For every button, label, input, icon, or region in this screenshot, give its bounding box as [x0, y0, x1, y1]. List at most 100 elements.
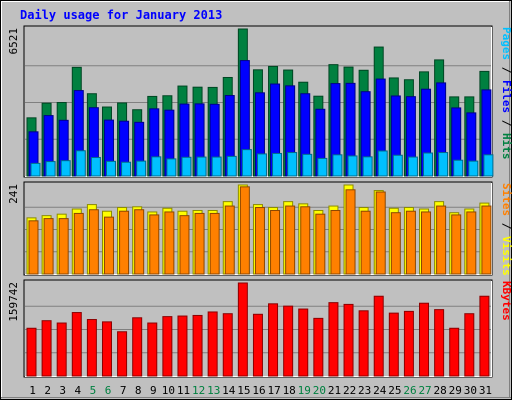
bar-pages-day-20 — [317, 157, 328, 177]
x-tick-label-day-18: 18 — [283, 384, 296, 397]
x-tick-label-day-23: 23 — [358, 384, 371, 397]
x-tick-label-day-6: 6 — [105, 384, 112, 397]
bar-sites-day-14 — [224, 205, 235, 275]
x-tick-label-day-13: 13 — [207, 384, 220, 397]
x-tick-label-day-19: 19 — [298, 384, 311, 397]
bar-kbytes-day-29 — [449, 327, 460, 377]
bar-pages-day-31 — [483, 154, 494, 177]
bar-pages-day-23 — [362, 156, 373, 177]
bar-pages-day-2 — [45, 161, 56, 177]
bar-pages-day-18 — [287, 152, 298, 177]
bar-kbytes-day-19 — [298, 308, 309, 377]
y-max-label-visits: 241 — [7, 184, 20, 204]
bar-sites-day-28 — [436, 205, 447, 275]
bar-kbytes-day-25 — [388, 312, 399, 377]
bar-pages-day-12 — [196, 156, 207, 177]
bar-pages-day-5 — [90, 157, 101, 177]
bar-kbytes-day-10 — [162, 316, 173, 377]
bar-kbytes-day-28 — [434, 309, 445, 377]
bar-sites-day-12 — [194, 212, 205, 275]
bar-kbytes-day-23 — [358, 310, 369, 377]
x-tick-label-day-1: 1 — [29, 384, 36, 397]
bar-pages-day-1 — [30, 162, 41, 177]
legend-text: Pages — [500, 27, 512, 60]
bar-kbytes-day-18 — [283, 305, 294, 377]
bar-pages-day-11 — [181, 156, 192, 177]
bar-sites-day-17 — [270, 209, 281, 275]
bar-kbytes-day-15 — [237, 282, 248, 377]
bar-kbytes-day-26 — [403, 310, 414, 377]
x-tick-label-day-10: 10 — [162, 384, 175, 397]
panel-hits: 6521 Pages / Files / Hits — [7, 25, 512, 178]
x-tick-label-day-3: 3 — [59, 384, 66, 397]
bar-pages-day-29 — [453, 159, 464, 177]
bar-sites-day-3 — [58, 218, 69, 275]
bar-kbytes-day-6 — [101, 321, 112, 377]
bar-sites-day-13 — [209, 212, 220, 275]
bar-sites-day-15 — [239, 186, 250, 275]
x-tick-label-day-9: 9 — [150, 384, 157, 397]
x-tick-label-day-14: 14 — [222, 384, 236, 397]
bar-pages-day-14 — [226, 155, 237, 177]
x-tick-label-day-2: 2 — [44, 384, 51, 397]
legend-text: Sites — [500, 183, 512, 216]
bar-sites-day-27 — [421, 211, 432, 275]
bar-pages-day-4 — [75, 150, 86, 177]
bar-sites-day-18 — [285, 205, 296, 275]
bar-sites-day-4 — [73, 212, 84, 275]
x-tick-label-day-11: 11 — [177, 384, 190, 397]
bar-kbytes-day-4 — [71, 312, 82, 377]
legend-text: / — [500, 113, 512, 133]
legend-text: KBytes — [500, 281, 512, 321]
bar-pages-day-10 — [166, 158, 177, 177]
chart-panels: 6521 Pages / Files / Hits 241 Sites / Visit… — [7, 25, 512, 378]
bar-pages-day-27 — [423, 152, 434, 177]
bar-sites-day-1 — [28, 220, 39, 275]
bar-kbytes-day-5 — [86, 319, 97, 377]
chart-title: Daily usage for January 2013 — [20, 8, 222, 22]
bar-pages-day-28 — [438, 152, 449, 177]
bar-pages-day-17 — [272, 152, 283, 177]
bar-kbytes-day-20 — [313, 317, 324, 377]
bar-sites-day-23 — [360, 210, 371, 275]
legend-text: Hits — [500, 133, 512, 160]
legend-text: Visits — [500, 236, 512, 276]
bar-sites-day-6 — [103, 216, 114, 275]
bar-sites-day-20 — [315, 213, 326, 275]
bar-kbytes-day-22 — [343, 303, 354, 377]
bar-sites-day-16 — [254, 207, 265, 275]
x-tick-label-day-22: 22 — [343, 384, 356, 397]
bar-sites-day-22 — [345, 189, 356, 275]
bar-kbytes-day-12 — [192, 314, 203, 377]
bar-pages-day-8 — [136, 160, 147, 177]
bar-pages-day-21 — [332, 154, 343, 177]
bar-pages-day-6 — [105, 160, 116, 177]
x-axis-labels: 1 2 3 4 5 6 7 8 9 10 11 12 13 14 15 16 17 18 19 20 21 22 23 24 2… — [29, 384, 492, 397]
bar-sites-day-9 — [149, 214, 160, 275]
x-tick-label-day-8: 8 — [135, 384, 142, 397]
bar-sites-day-25 — [390, 212, 401, 275]
bar-sites-day-21 — [330, 209, 341, 275]
bar-sites-day-8 — [134, 209, 145, 275]
bar-kbytes-day-9 — [147, 322, 158, 377]
bar-sites-day-26 — [405, 210, 416, 275]
bar-kbytes-day-30 — [464, 313, 475, 377]
bar-kbytes-day-11 — [177, 315, 188, 377]
x-tick-label-day-26: 26 — [403, 384, 416, 397]
legend-text: Files — [500, 80, 512, 113]
x-tick-label-day-17: 17 — [267, 384, 280, 397]
bar-sites-day-24 — [375, 191, 386, 275]
bar-pages-day-24 — [377, 150, 388, 177]
bar-sites-day-2 — [43, 218, 54, 275]
bar-kbytes-day-31 — [479, 295, 490, 377]
panel-visits: 241 Sites / Visits — [7, 181, 512, 276]
bar-kbytes-day-24 — [373, 295, 384, 377]
x-tick-label-day-28: 28 — [434, 384, 447, 397]
bar-pages-day-22 — [347, 155, 358, 177]
bar-pages-day-25 — [392, 154, 403, 177]
bar-kbytes-day-21 — [328, 302, 339, 377]
bar-kbytes-day-16 — [252, 313, 263, 377]
y-max-label-hits: 6521 — [7, 28, 20, 55]
bar-sites-day-10 — [164, 211, 175, 275]
